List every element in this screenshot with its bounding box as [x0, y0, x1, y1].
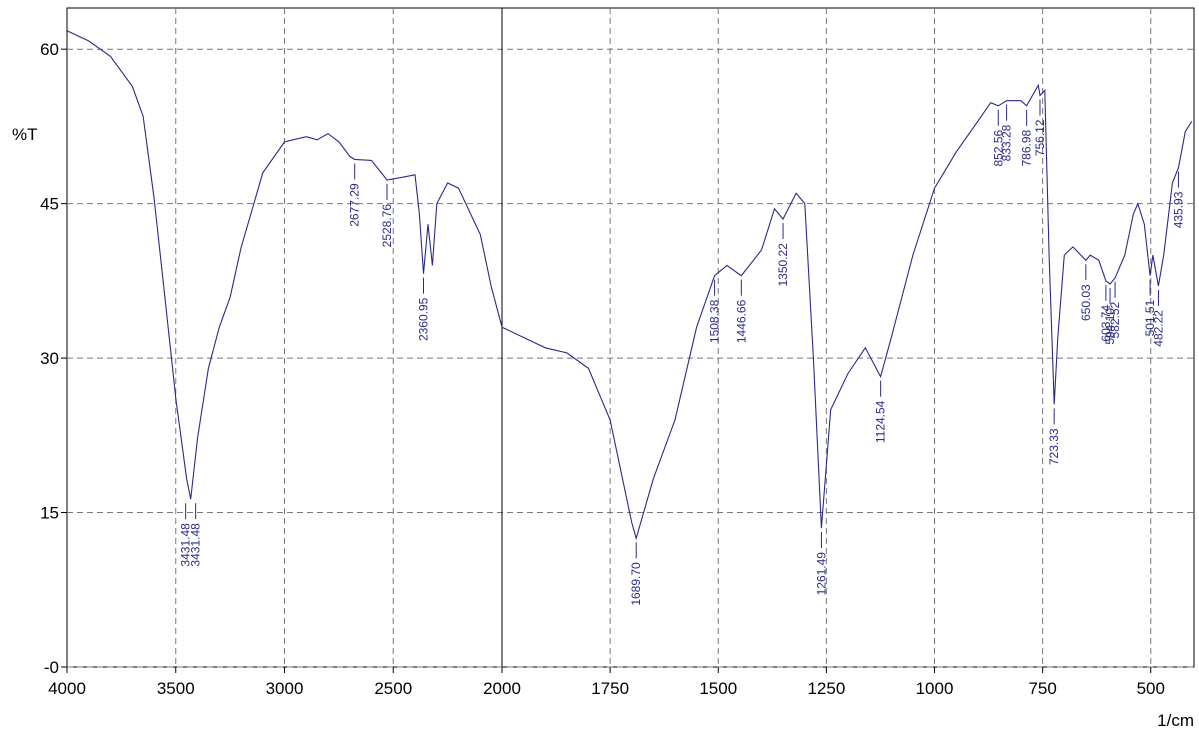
x-tick-label: 1500 [699, 679, 737, 698]
peak-label: 501.51 [1143, 299, 1157, 336]
y-tick-label: 60 [40, 40, 59, 59]
peak-label: 1446.66 [734, 299, 748, 343]
x-tick-label: 750 [1028, 679, 1056, 698]
peak-label: 650.03 [1079, 284, 1093, 321]
x-axis-label: 1/cm [1157, 711, 1194, 730]
x-tick-label: 3500 [157, 679, 195, 698]
peak-label: 2528.76 [380, 204, 394, 248]
peak-label: 756.12 [1033, 119, 1047, 156]
y-tick-label: 30 [40, 349, 59, 368]
x-tick-label: 3000 [266, 679, 304, 698]
peak-label: 3431.48 [189, 523, 203, 567]
peak-label: 435.93 [1171, 191, 1185, 228]
x-tick-label: 2000 [483, 679, 521, 698]
peak-label: 786.98 [1020, 129, 1034, 166]
x-tick-label: 1750 [591, 679, 629, 698]
peak-label: 1124.54 [874, 400, 888, 443]
peak-label: 833.28 [1000, 124, 1014, 161]
peak-label: 3431.48 [179, 523, 193, 567]
x-tick-label: 1250 [807, 679, 845, 698]
peak-label: 594.10 [1103, 308, 1117, 345]
y-axis-label: %T [12, 125, 38, 144]
x-tick-label: 500 [1137, 679, 1165, 698]
x-tick-label: 2500 [374, 679, 412, 698]
y-tick-label: 45 [40, 195, 59, 214]
peak-label: 1508.38 [708, 299, 722, 343]
peak-label: 852.56 [991, 129, 1005, 166]
peak-label: 603.74 [1099, 305, 1113, 342]
peak-label: 723.33 [1047, 428, 1061, 465]
y-tick-label: -0 [44, 658, 59, 677]
peak-label: 2677.29 [348, 183, 362, 227]
peak-label: 1689.70 [629, 562, 643, 606]
peak-label: 2360.95 [416, 297, 430, 341]
peak-label: 1350.22 [776, 243, 790, 287]
x-tick-label: 4000 [48, 679, 86, 698]
peak-label: 1261.49 [814, 552, 828, 596]
spectrum-line [66, 30, 1193, 541]
peak-label: 482.22 [1151, 310, 1165, 347]
y-tick-label: 15 [40, 504, 59, 523]
peak-label: 582.52 [1108, 301, 1122, 338]
x-tick-label: 1000 [916, 679, 954, 698]
